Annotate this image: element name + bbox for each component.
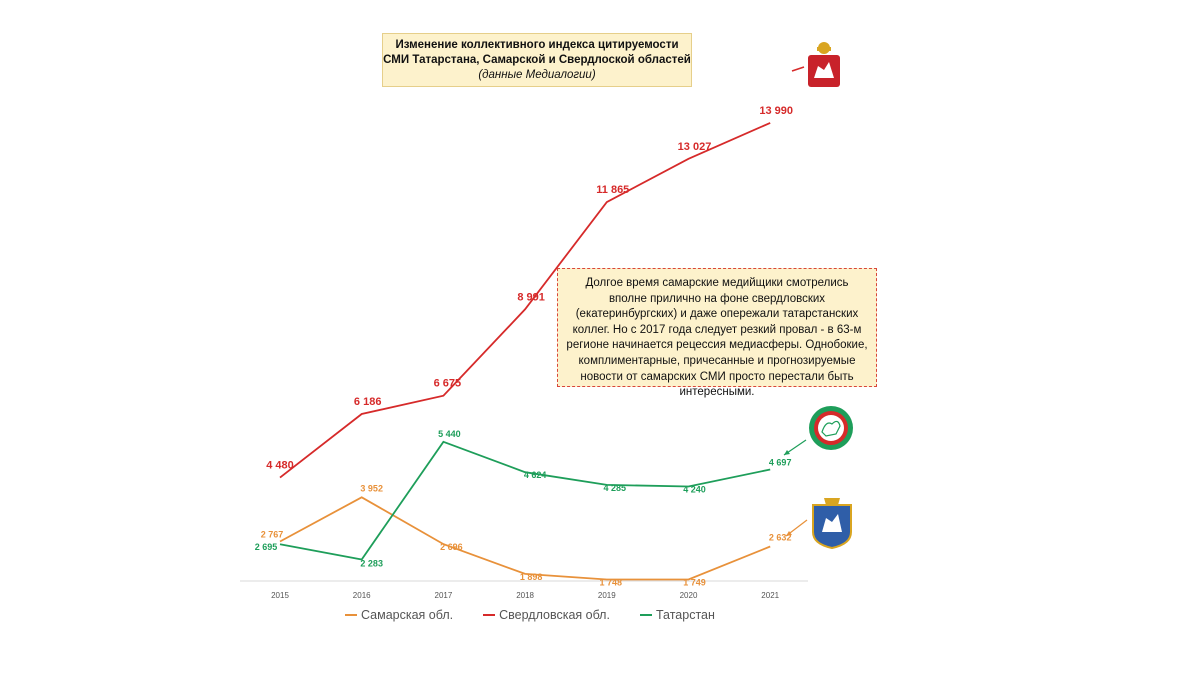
data-label: 4 480 xyxy=(266,460,294,472)
data-label: 6 675 xyxy=(434,378,462,390)
data-label: 1 749 xyxy=(683,577,706,587)
pointer-arrowhead xyxy=(784,450,790,455)
data-label: 4 285 xyxy=(604,483,627,493)
x-tick-label: 2015 xyxy=(271,591,289,600)
data-label: 2 283 xyxy=(360,559,383,569)
data-label: 11 865 xyxy=(596,184,629,196)
x-tick-label: 2020 xyxy=(680,591,698,600)
data-label: 2 695 xyxy=(255,542,278,552)
series-line-1 xyxy=(279,122,771,479)
x-tick-label: 2018 xyxy=(516,591,534,600)
series-line-2 xyxy=(279,440,771,561)
legend-label-samara: Самарская обл. xyxy=(361,608,454,622)
pointer-arrowhead xyxy=(786,531,792,536)
legend-label-sverdlovsk: Свердловская обл. xyxy=(499,608,610,622)
data-label: 2 632 xyxy=(769,533,792,543)
chart-subtitle: (данные Медиалогии) xyxy=(478,69,596,81)
x-tick-label: 2016 xyxy=(353,591,371,600)
legend-item-samara: Самарская обл. xyxy=(345,608,453,622)
legend-label-tatarstan: Татарстан xyxy=(655,608,715,622)
data-label: 4 624 xyxy=(524,470,547,480)
legend-swatch-tatarstan xyxy=(639,614,652,616)
data-label: 3 952 xyxy=(360,483,383,493)
tatarstan-emblem-icon xyxy=(809,406,853,450)
data-label: 4 697 xyxy=(769,458,792,468)
data-label: 13 027 xyxy=(678,141,712,153)
chart-title: Изменение коллективного индекса цитируем… xyxy=(383,39,691,66)
x-tick-label: 2021 xyxy=(761,591,779,600)
legend-item-tatarstan: Татарстан xyxy=(639,608,715,622)
sverdlovsk-coat-of-arms-icon xyxy=(791,42,840,87)
legend-item-sverdlovsk: Свердловская обл. xyxy=(483,608,610,622)
data-label: 8 991 xyxy=(517,291,545,303)
data-label: 5 440 xyxy=(438,429,461,439)
data-label: 4 240 xyxy=(683,485,706,495)
annotation-note: Долгое время самарские медийщики смотрел… xyxy=(557,268,877,398)
data-label: 1 748 xyxy=(600,578,623,588)
chart-title-box: Изменение коллективного индекса цитируем… xyxy=(382,33,692,87)
x-tick-label: 2019 xyxy=(598,591,616,600)
series-line-0 xyxy=(279,496,771,581)
x-tick-label: 2017 xyxy=(435,591,453,600)
legend-swatch-samara xyxy=(345,614,357,616)
data-label: 6 186 xyxy=(354,396,382,408)
samara-coat-of-arms-icon xyxy=(812,498,852,550)
data-label: 1 898 xyxy=(520,572,543,582)
chart-legend: Самарская обл. Свердловская обл. Татарст… xyxy=(345,608,715,622)
legend-swatch-sverdlovsk xyxy=(483,614,496,616)
data-label: 13 990 xyxy=(759,105,793,117)
data-label: 2 767 xyxy=(261,529,284,539)
data-label: 2 696 xyxy=(440,542,463,552)
